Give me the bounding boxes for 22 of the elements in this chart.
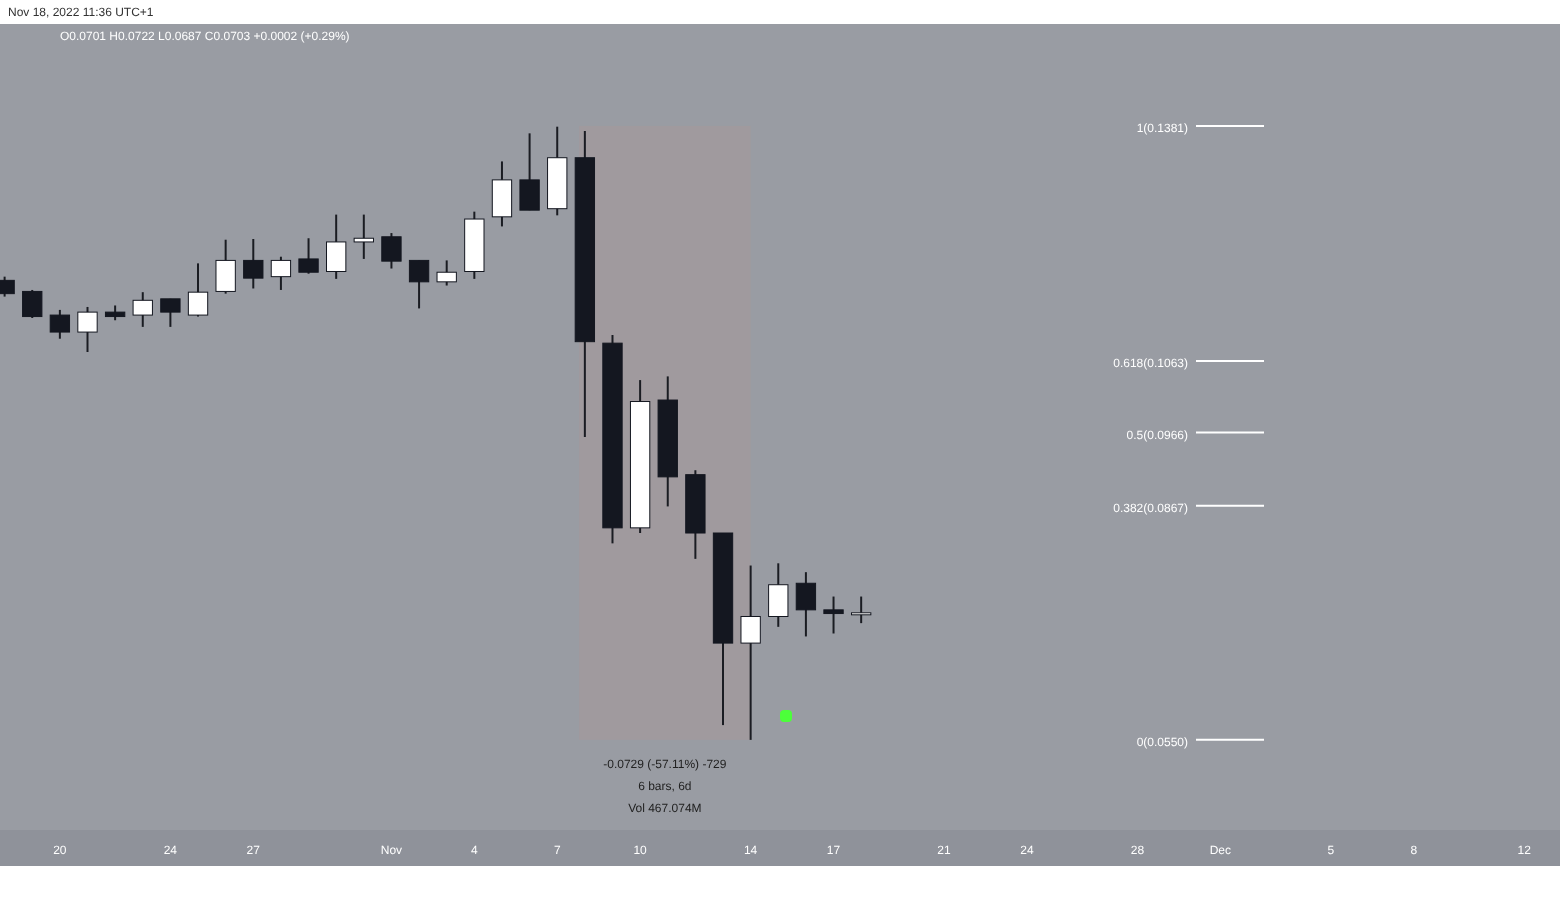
candlestick (326, 213, 347, 280)
candlestick (298, 237, 319, 275)
candlestick (795, 571, 817, 638)
candlestick (519, 132, 540, 212)
candlestick (491, 160, 513, 228)
candlestick (381, 232, 402, 270)
candlestick (22, 288, 43, 320)
candlestick (270, 255, 292, 291)
candlestick (768, 562, 789, 628)
candlestick (408, 259, 430, 310)
candlestick (49, 308, 71, 340)
candlestick (823, 595, 844, 635)
candlestick (740, 564, 761, 741)
candlestick (160, 297, 181, 328)
candlestick (187, 262, 209, 318)
candlestick (436, 259, 457, 287)
candlestick (215, 238, 236, 295)
candlestick (243, 237, 264, 290)
candlestick (851, 595, 872, 625)
candlestick (77, 305, 98, 354)
candlestick (132, 291, 153, 328)
candlestick (353, 213, 374, 260)
